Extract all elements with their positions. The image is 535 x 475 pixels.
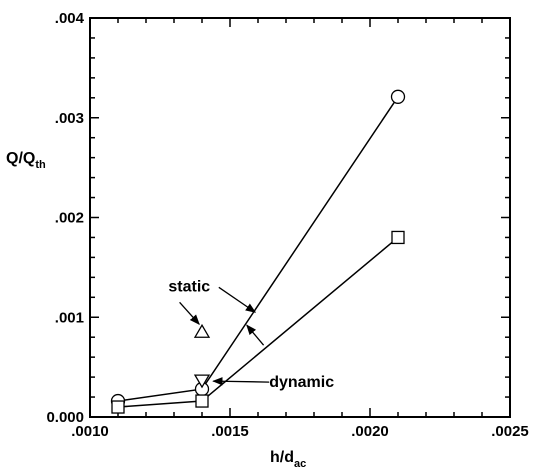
square-marker	[391, 230, 405, 245]
square-marker	[111, 400, 125, 414]
annotation-arrows	[179, 286, 270, 386]
ticks	[90, 18, 510, 417]
y-tick-label: .002	[55, 210, 84, 227]
x-tick-label: .0020	[351, 423, 389, 440]
x-tick-label: .0015	[211, 423, 249, 440]
y-tick-label: .004	[55, 10, 85, 27]
annotation-arrow	[246, 324, 265, 346]
annotation-static: static	[168, 278, 210, 295]
data-markers	[110, 89, 406, 414]
y-tick-label: 0.000	[46, 409, 84, 426]
series-line-circle	[117, 96, 399, 402]
tick-labels: .0010 .0015 .0020 .0025 0.000 .001 .002 .003 .00…	[46, 10, 528, 440]
triangle-down-marker	[193, 374, 211, 389]
annotation-arrow	[218, 286, 257, 313]
annotations: static dynamic	[168, 278, 334, 391]
x-axis-label: h/dac	[270, 449, 306, 470]
y-axis-label: Q/Qth	[6, 150, 46, 171]
circle-marker	[390, 89, 406, 104]
x-tick-label: .0010	[71, 423, 109, 440]
y-tick-label: .003	[55, 110, 84, 127]
annotation-arrow	[179, 301, 200, 326]
y-tick-label: .001	[55, 309, 84, 326]
series-lines	[117, 96, 399, 408]
x-tick-label: .0025	[491, 423, 529, 440]
square-marker	[195, 394, 209, 408]
plot-frame	[89, 17, 511, 418]
annotation-arrow	[212, 377, 270, 386]
triangle-up-marker	[193, 323, 211, 338]
annotation-dynamic: dynamic	[269, 374, 334, 391]
